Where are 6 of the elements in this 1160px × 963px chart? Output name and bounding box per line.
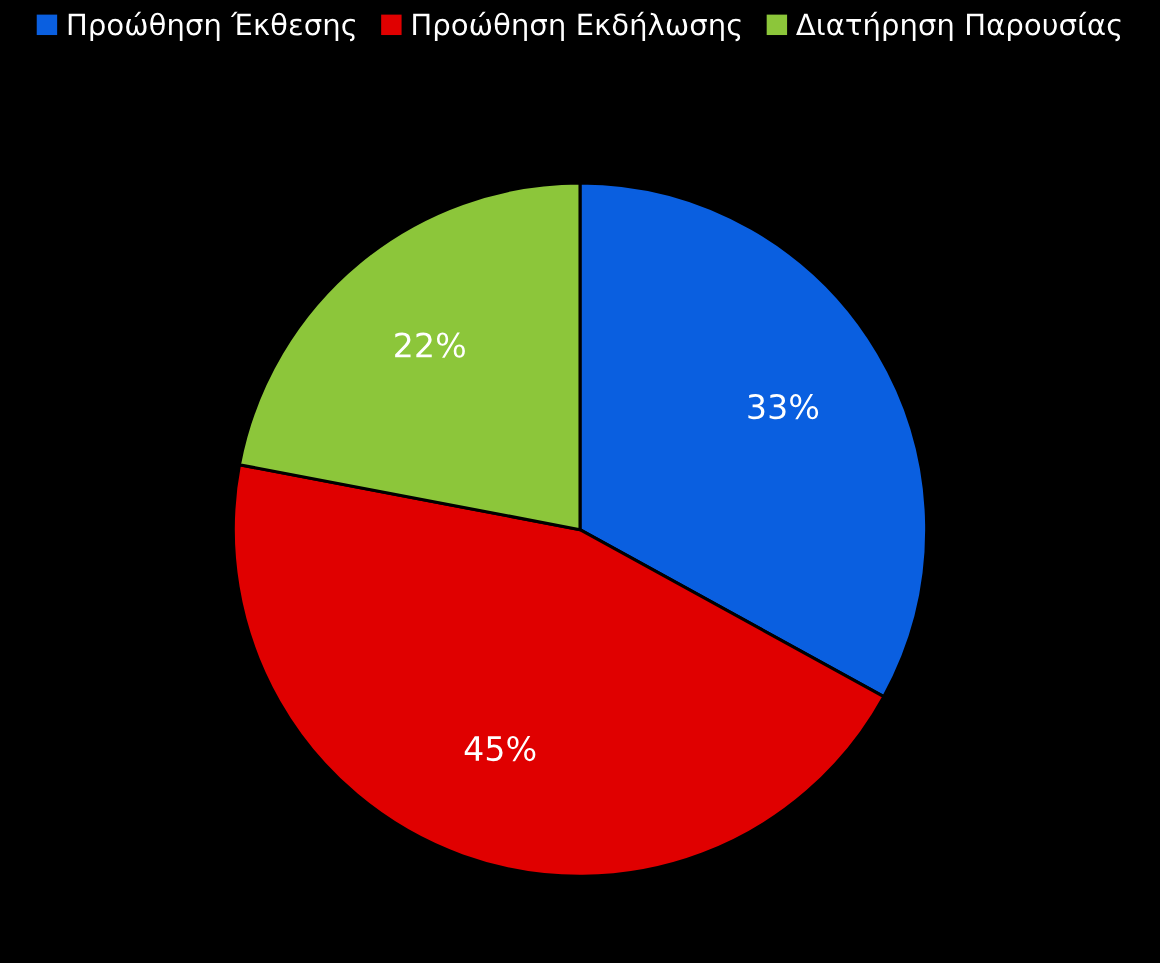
legend-label: Προώθηση Εκδήλωσης (413, 11, 741, 42)
data-label: 45% (464, 735, 536, 762)
legend-label: Διατήρηση Παρουσίας (796, 11, 1121, 42)
legend-label: Προώθηση Έκθεσης (68, 11, 355, 42)
data-label: 22% (395, 332, 465, 358)
data-label: 33% (748, 394, 819, 420)
